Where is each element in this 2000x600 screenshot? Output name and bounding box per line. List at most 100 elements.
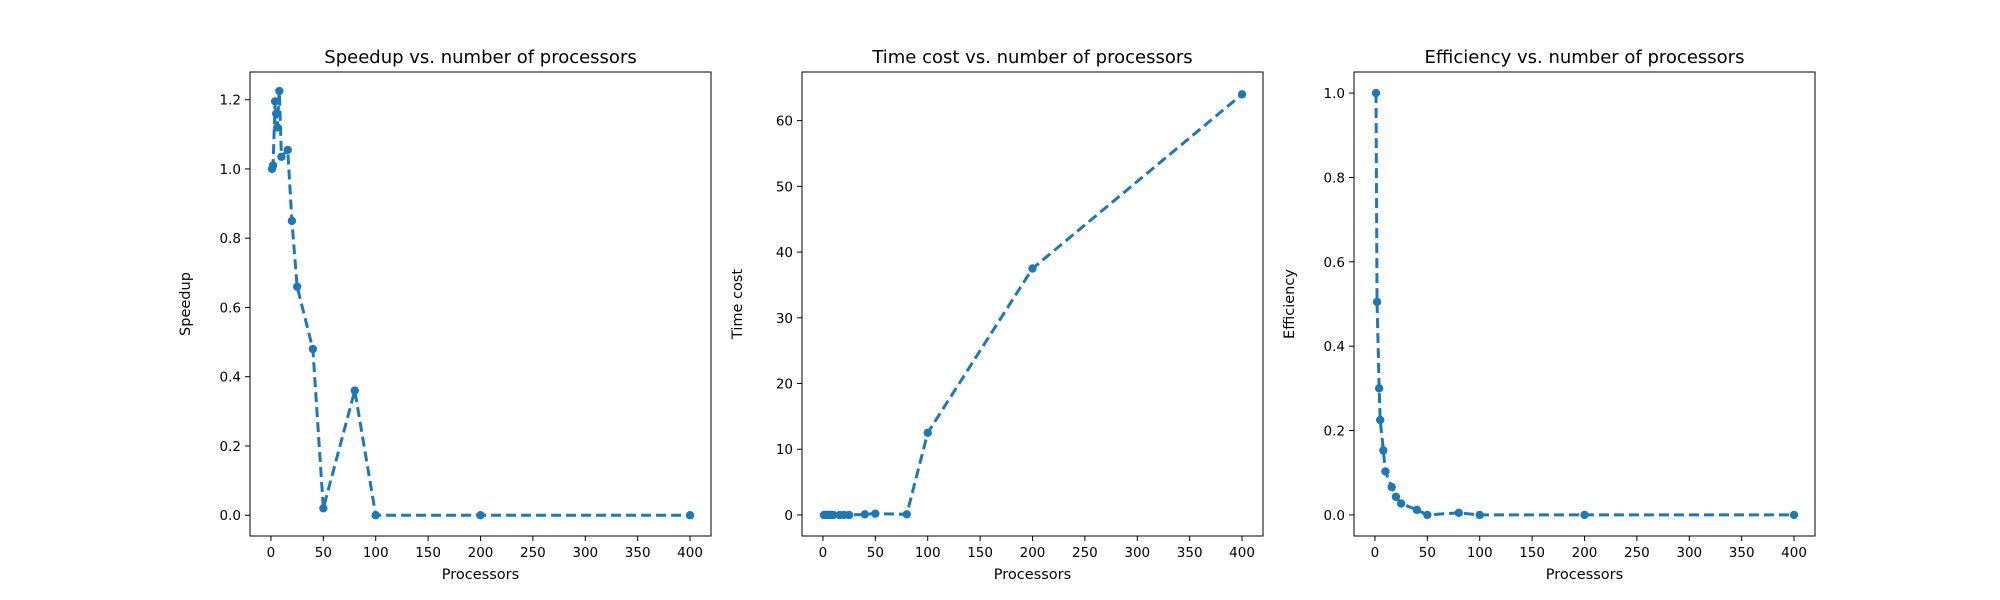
data-point [350,386,359,395]
x-tick-label: 0 [267,545,276,561]
data-point [1396,499,1406,508]
efficiency-chart: Efficiency vs. number of processors Proc… [1282,47,1816,583]
chart-title: Efficiency vs. number of processors [1425,47,1745,68]
y-tick-label: 0.2 [1324,424,1345,440]
chart-title: Speedup vs. number of processors [324,47,636,68]
data-point [1789,510,1799,520]
x-tick-label: 100 [915,545,941,561]
data-point [271,109,281,118]
data-point [902,510,911,519]
data-point [308,344,318,354]
data-point [371,511,380,520]
y-tick-label: 0.0 [220,508,241,524]
data-point [283,145,292,155]
y-tick-label: 0.6 [1324,255,1345,271]
y-tick-label: 30 [776,311,793,327]
data-point [1237,90,1247,99]
y-tick-label: 0.4 [220,370,241,386]
y-tick-label: 0.8 [220,231,241,247]
x-tick-label: 50 [1419,545,1436,561]
data-point [1391,492,1401,501]
x-tick-label: 250 [1072,545,1098,561]
y-tick-label: 10 [776,442,793,458]
x-tick-label: 100 [363,545,389,561]
plot-area [267,86,695,520]
data-point [268,161,278,170]
axes-frame [801,71,1264,537]
x-tick-label: 250 [520,545,546,561]
x-tick-label: 250 [1624,545,1650,561]
data-point [1580,510,1589,520]
x-tick-label: 400 [1781,545,1807,561]
axes-frame [1353,71,1816,537]
data-point [1028,264,1037,273]
data-point [1379,446,1388,455]
y-tick-label: 0.6 [220,300,241,316]
data-point [277,152,286,162]
x-tick-label: 50 [867,545,884,561]
axes-frame [249,71,712,537]
y-tick-label: 20 [776,377,793,393]
data-point [1475,510,1484,520]
data-point [871,509,880,518]
x-tick-label: 0 [819,545,828,561]
data-point [1387,482,1396,492]
data-point [273,123,282,132]
y-tick-label: 0.0 [1324,508,1345,524]
x-tick-label: 400 [1229,545,1255,561]
data-point [1412,505,1422,515]
axis-ticks: 0 50 100 150 200 250 300 350 400 0.0 0.2 0.4 0.6 0.8 1… [1324,86,1807,561]
data-point [270,97,280,106]
data-point [476,511,485,520]
x-tick-label: 50 [315,545,332,561]
y-tick-label: 60 [776,114,793,130]
x-tick-label: 200 [1572,545,1598,561]
data-point [1371,88,1381,98]
data-point [860,510,870,519]
y-axis-label: Efficiency [1282,269,1298,339]
data-point [319,504,328,513]
chart-title: Time cost vs. number of processors [871,47,1192,68]
axis-ticks: 0 50 100 150 200 250 300 350 400 0 10 20 30 40 50 60 [776,114,1255,561]
x-tick-label: 200 [1020,545,1046,561]
x-tick-label: 150 [1519,545,1545,561]
data-point [829,510,838,520]
y-tick-label: 0.2 [220,439,241,455]
axis-ticks: 0 50 100 150 200 250 300 350 400 0.0 0.2 0.4 0.6 0.8 1… [220,93,703,561]
x-tick-label: 350 [1177,545,1203,561]
data-point [1381,467,1390,476]
data-point [292,282,302,291]
data-point [1374,384,1384,393]
x-tick-label: 0 [1371,545,1380,561]
y-tick-label: 0.8 [1324,170,1345,186]
x-axis-label: Processors [442,567,519,583]
x-axis-label: Processors [994,567,1071,583]
data-point [275,86,284,96]
x-tick-label: 200 [468,545,494,561]
y-axis-label: Time cost [730,269,746,340]
data-point [923,428,932,438]
plot-area [819,90,1247,520]
y-tick-label: 50 [776,179,793,195]
x-tick-label: 150 [967,545,993,561]
data-point [1454,508,1463,517]
data-point [1423,510,1432,520]
y-tick-label: 1.0 [1324,86,1345,102]
x-tick-label: 300 [1124,545,1150,561]
speedup-chart: Speedup vs. number of processors Process… [178,47,712,583]
y-tick-label: 0.4 [1324,339,1345,355]
y-tick-label: 0 [784,508,793,524]
x-tick-label: 150 [415,545,441,561]
y-tick-label: 1.2 [220,93,241,109]
x-axis-label: Processors [1546,567,1623,583]
plot-area [1371,88,1799,520]
series-line [270,90,691,517]
x-tick-label: 350 [625,545,651,561]
data-point [844,510,854,520]
y-axis-label: Speedup [178,272,194,336]
y-tick-label: 1.0 [220,162,241,178]
data-point [685,511,695,520]
time-cost-chart: Time cost vs. number of processors Proce… [730,47,1264,583]
